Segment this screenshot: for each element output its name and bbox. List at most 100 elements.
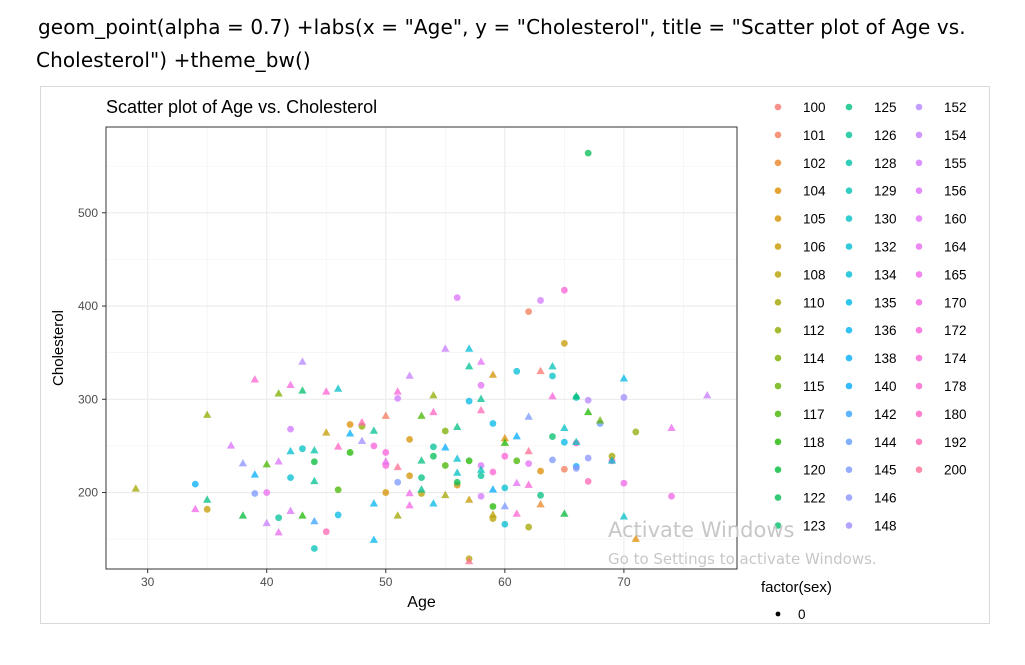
legend-key — [915, 215, 923, 222]
legend-key — [845, 522, 853, 529]
legend-label: 136 — [874, 323, 897, 338]
legend-label: 152 — [944, 100, 967, 115]
data-point — [703, 390, 712, 399]
data-point — [441, 490, 450, 499]
data-point — [584, 407, 593, 416]
legend-label: 165 — [944, 267, 967, 282]
legend-key — [915, 466, 923, 474]
data-point — [560, 339, 568, 347]
data-point — [607, 456, 617, 464]
data-point — [500, 501, 509, 510]
data-point — [369, 499, 379, 507]
code-line-2: Cholesterol") +theme_bw() — [36, 48, 311, 72]
data-point — [560, 286, 568, 294]
activate-windows-title: Activate Windows — [608, 518, 795, 542]
data-point — [537, 491, 544, 499]
data-point — [489, 468, 497, 476]
data-point — [287, 474, 294, 482]
data-point — [274, 528, 283, 536]
data-point — [489, 420, 497, 427]
data-point — [286, 380, 295, 389]
shape-legend-label: 0 — [798, 607, 806, 622]
data-point — [488, 510, 498, 518]
data-point — [525, 460, 533, 468]
data-point — [560, 509, 569, 517]
data-point — [429, 499, 438, 507]
legend-key — [845, 159, 853, 167]
data-point — [477, 472, 485, 480]
legend-key — [845, 382, 853, 390]
data-point — [667, 423, 676, 431]
legend-label: 134 — [874, 267, 897, 282]
legend-key — [915, 271, 923, 278]
data-point — [334, 384, 343, 392]
legend-label: 114 — [803, 351, 825, 366]
data-point — [512, 478, 521, 486]
legend-key — [774, 494, 782, 501]
data-point — [286, 506, 295, 514]
data-point — [500, 433, 509, 442]
x-tick-label: 30 — [141, 575, 155, 589]
data-point — [310, 516, 319, 525]
data-point — [464, 344, 474, 352]
legend-label: 146 — [874, 491, 897, 506]
data-point — [345, 429, 355, 437]
data-point — [357, 436, 367, 445]
data-point — [334, 511, 342, 519]
data-point — [488, 370, 498, 378]
data-point — [203, 495, 212, 503]
data-point — [548, 362, 557, 370]
scatter-plot-figure: Scatter plot of Age vs. Cholesterol 30 40 5… — [40, 86, 990, 624]
data-point — [476, 357, 486, 365]
data-point — [620, 479, 628, 487]
legend-label: 125 — [874, 100, 897, 115]
legend-label: 180 — [944, 407, 967, 422]
x-tick-label: 60 — [498, 575, 512, 589]
legend-label: 118 — [803, 435, 825, 450]
data-point — [250, 375, 259, 383]
legend-label: 108 — [803, 267, 826, 282]
data-point — [430, 452, 437, 460]
legend-label: 110 — [803, 295, 825, 310]
legend-key — [774, 410, 782, 418]
data-point — [477, 492, 485, 500]
data-point — [608, 452, 616, 460]
legend-key — [774, 522, 782, 529]
data-point — [393, 511, 402, 519]
legend-label: 117 — [803, 407, 825, 422]
data-point — [251, 490, 259, 497]
data-point — [203, 410, 212, 418]
chart-title: Scatter plot of Age vs. Cholesterol — [106, 97, 377, 117]
data-point — [346, 421, 354, 428]
data-point — [441, 344, 450, 352]
data-point — [512, 509, 521, 517]
y-tick-label: 200 — [78, 486, 98, 500]
legend-key — [774, 131, 782, 139]
data-point — [322, 387, 331, 395]
data-point — [549, 456, 556, 464]
data-point — [595, 416, 605, 424]
y-tick-label: 400 — [78, 299, 98, 313]
legend-key — [774, 215, 782, 222]
legend-label: 122 — [803, 491, 826, 506]
data-point — [501, 520, 509, 528]
legend-key — [915, 159, 923, 167]
legend-label: 142 — [874, 407, 897, 422]
shape-legend-key — [775, 611, 781, 617]
data-point — [441, 462, 449, 469]
data-point — [453, 422, 462, 431]
legend-key — [774, 243, 782, 250]
data-point — [346, 449, 354, 456]
data-point — [381, 457, 390, 465]
data-point — [357, 417, 367, 426]
legend-label: 100 — [803, 100, 826, 115]
data-point — [262, 459, 271, 468]
data-point — [501, 452, 509, 460]
data-point — [453, 294, 461, 302]
data-point — [382, 489, 390, 496]
data-point — [299, 445, 306, 453]
legend-label: 178 — [944, 379, 967, 394]
data-point — [393, 462, 402, 471]
legend-key — [915, 410, 923, 418]
legend-key — [774, 326, 782, 334]
